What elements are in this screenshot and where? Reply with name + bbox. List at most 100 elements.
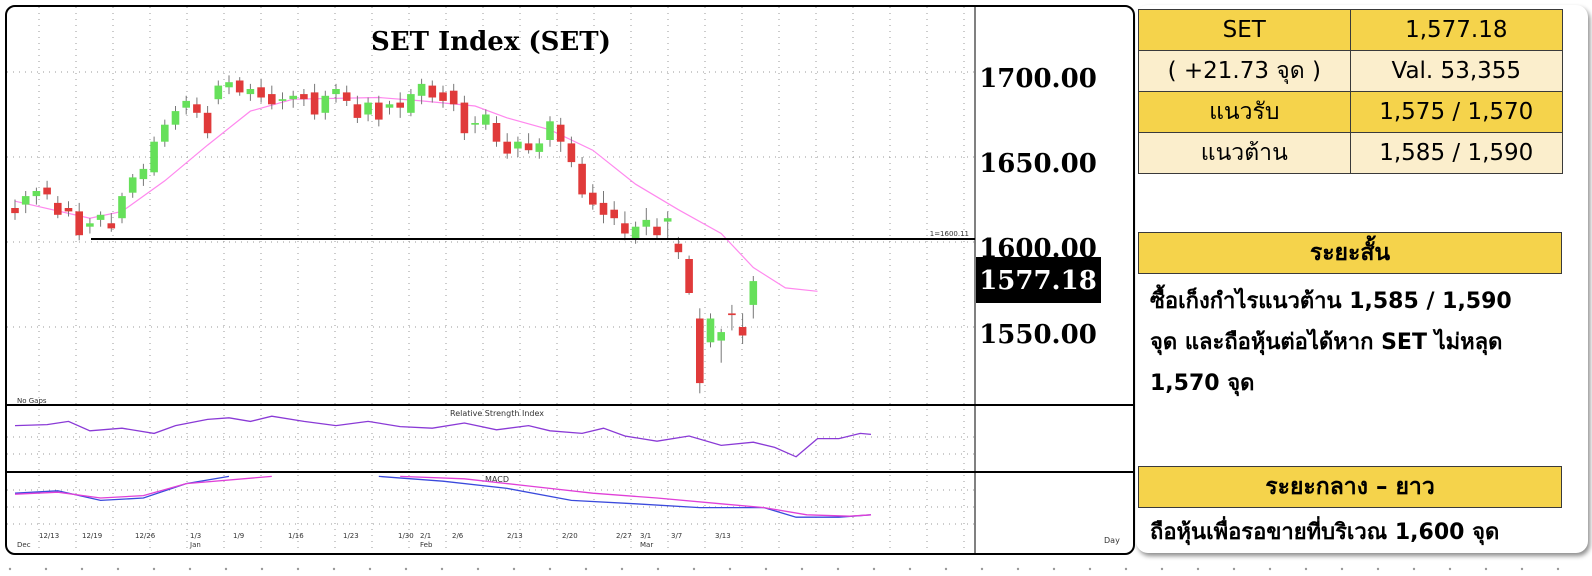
decor-dot xyxy=(1196,567,1200,571)
candle-body xyxy=(310,92,319,115)
decor-dot xyxy=(656,567,660,571)
candle-body xyxy=(385,104,394,108)
price-axis-label: 1700.00 xyxy=(979,64,1097,94)
candle xyxy=(214,80,223,105)
current-price-box xyxy=(976,257,1101,303)
candle-body xyxy=(653,226,661,236)
candle xyxy=(86,218,94,234)
candle-body xyxy=(246,89,255,95)
decor-dot xyxy=(1448,567,1452,571)
candle-body xyxy=(717,332,725,341)
quote-row-support: แนวรับ 1,575 / 1,570 xyxy=(1138,91,1564,133)
decor-dot xyxy=(332,567,336,571)
candle xyxy=(492,116,501,147)
month-label: Mar xyxy=(640,541,653,549)
ma-polyline xyxy=(14,96,818,292)
candle xyxy=(717,328,725,363)
candle xyxy=(118,192,126,224)
candle xyxy=(310,83,319,120)
candle-body xyxy=(54,202,62,215)
macd-lines xyxy=(14,475,872,518)
candle-body xyxy=(599,202,608,215)
candle xyxy=(599,191,608,224)
candle-body xyxy=(642,219,651,227)
candle xyxy=(642,208,651,236)
date-tick-label: 2/20 xyxy=(562,532,578,540)
date-tick-label: 3/1 xyxy=(640,532,651,540)
candle xyxy=(193,97,201,118)
candle-body xyxy=(32,191,41,197)
decor-dot xyxy=(80,567,84,571)
candle-body xyxy=(235,80,244,93)
resistance-value-cell: 1,585 / 1,590 xyxy=(1349,132,1564,174)
candle xyxy=(139,163,148,186)
candle-body xyxy=(75,211,83,236)
date-tick-label: 1/23 xyxy=(343,532,359,540)
decor-dot xyxy=(476,567,480,571)
candle xyxy=(182,95,190,115)
candle-body xyxy=(449,90,458,105)
candle-body xyxy=(225,82,233,88)
date-tick-label: 2/6 xyxy=(452,532,464,540)
date-axis: 12/13 12/19 12/26 1/3 1/9 1/16 1/23 1/30 2/1 2/6 2… xyxy=(17,532,731,549)
candle-body xyxy=(471,123,479,125)
x-axis-unit: Day xyxy=(1104,536,1120,545)
candle xyxy=(471,116,479,134)
candle-body xyxy=(11,208,19,214)
candle xyxy=(482,109,490,130)
candle xyxy=(674,236,683,259)
decor-dot xyxy=(692,567,696,571)
candle xyxy=(161,119,169,147)
candle xyxy=(728,304,736,331)
candle xyxy=(321,90,330,120)
candle-body xyxy=(118,196,126,219)
candle-body xyxy=(171,111,180,125)
short-term-line-1: ซื้อเก็งกำไรแนวต้าน 1,585 / 1,590 xyxy=(1150,289,1512,314)
candle xyxy=(246,83,255,101)
candle xyxy=(653,218,661,239)
candle-body xyxy=(492,123,501,142)
candle-body xyxy=(663,218,672,222)
candle-body xyxy=(631,226,640,239)
candle-body xyxy=(407,94,415,113)
support-value-cell: 1,575 / 1,570 xyxy=(1349,91,1564,133)
support-label-cell: แนวรับ xyxy=(1138,91,1351,133)
candle xyxy=(385,100,394,115)
decor-dot xyxy=(1484,567,1488,571)
short-term-text: ซื้อเก็งกำไรแนวต้าน 1,585 / 1,590 จุด แล… xyxy=(1150,281,1575,404)
candle-body xyxy=(535,143,544,152)
date-tick-label: 1/16 xyxy=(288,532,304,540)
decor-dot xyxy=(224,567,228,571)
candle xyxy=(556,117,565,152)
candle-body xyxy=(439,92,447,101)
quote-row-price: SET 1,577.18 xyxy=(1138,9,1564,51)
candle xyxy=(225,75,233,95)
candle xyxy=(749,276,758,319)
decor-dot xyxy=(296,567,300,571)
rsi-polyline xyxy=(14,415,872,458)
decor-dot xyxy=(512,567,516,571)
decor-dot xyxy=(872,567,876,571)
current-price-label: 1577.18 xyxy=(979,266,1097,296)
macd-title: MACD xyxy=(485,475,509,484)
candle xyxy=(353,95,362,123)
price-axis-label: 1550.00 xyxy=(979,320,1097,350)
candle xyxy=(257,78,265,103)
bottom-dotted-border xyxy=(8,567,1560,571)
candle xyxy=(546,116,554,147)
candle-body xyxy=(428,85,437,98)
symbol-cell: SET xyxy=(1138,9,1351,51)
candle xyxy=(128,174,137,198)
signal-polyline xyxy=(14,475,272,499)
decor-dot xyxy=(1412,567,1416,571)
candle-body xyxy=(214,85,223,100)
decor-dot xyxy=(440,567,444,571)
candle-body xyxy=(417,83,426,96)
candle xyxy=(342,85,351,106)
candle xyxy=(417,78,426,105)
candlesticks xyxy=(11,75,758,394)
signal-polyline xyxy=(400,475,872,517)
candle xyxy=(375,95,383,127)
rsi-title: Relative Strength Index xyxy=(450,409,544,418)
candle-body xyxy=(482,114,490,125)
